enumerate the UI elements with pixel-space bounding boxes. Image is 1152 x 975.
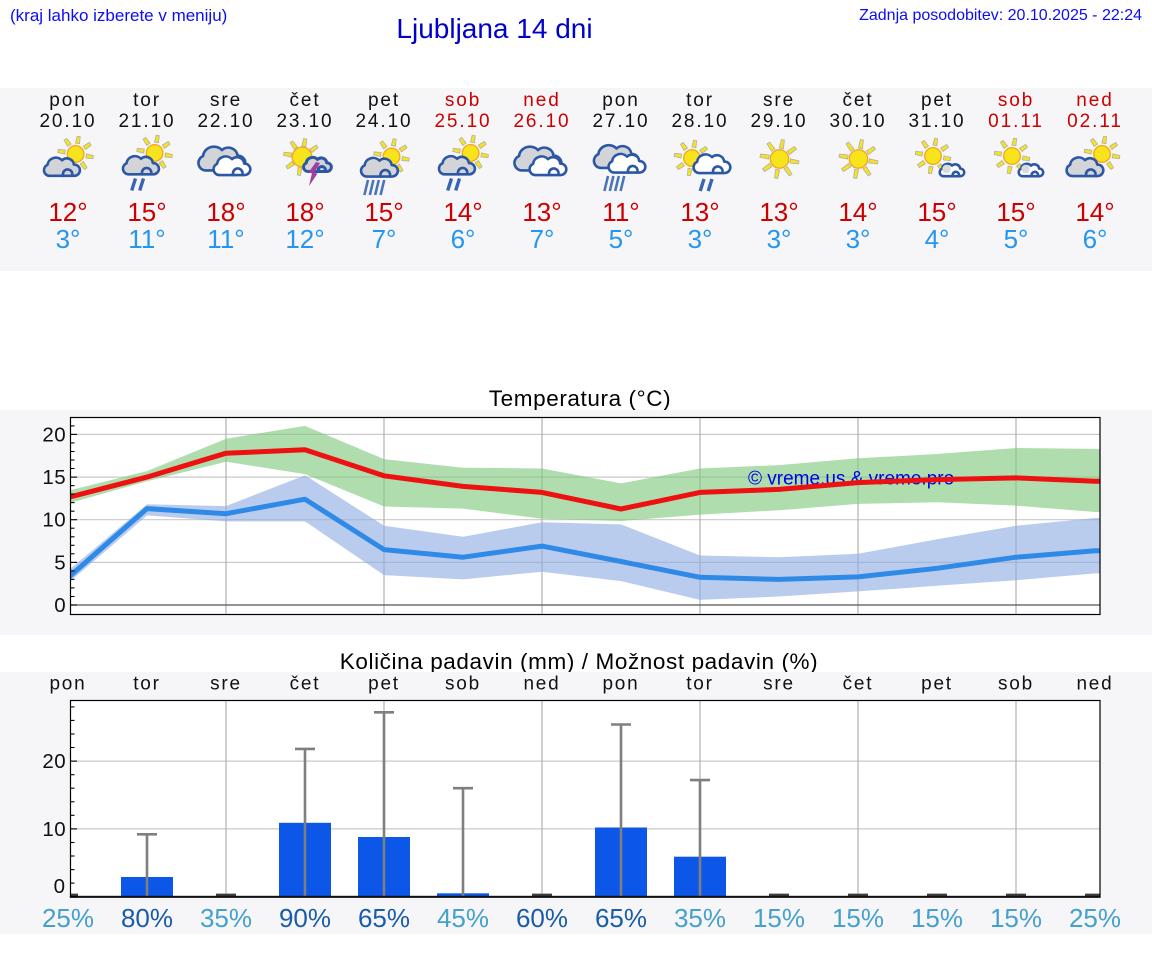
svg-text:sob: sob xyxy=(998,674,1034,695)
svg-text:5: 5 xyxy=(54,551,66,574)
svg-text:10: 10 xyxy=(42,509,66,532)
svg-text:sob: sob xyxy=(445,674,481,695)
svg-text:sre: sre xyxy=(763,674,795,695)
svg-text:tor: tor xyxy=(133,674,161,695)
svg-text:pet: pet xyxy=(921,674,953,695)
svg-text:15%: 15% xyxy=(990,903,1042,933)
svg-text:20: 20 xyxy=(42,750,66,773)
svg-text:10: 10 xyxy=(42,818,66,841)
svg-text:pon: pon xyxy=(602,674,639,695)
svg-text:25%: 25% xyxy=(1069,903,1121,933)
svg-text:15%: 15% xyxy=(832,903,884,933)
svg-text:35%: 35% xyxy=(200,903,252,933)
svg-text:25%: 25% xyxy=(42,903,94,933)
svg-text:45%: 45% xyxy=(437,903,489,933)
svg-text:90%: 90% xyxy=(279,903,331,933)
svg-text:15%: 15% xyxy=(911,903,963,933)
svg-text:60%: 60% xyxy=(516,903,568,933)
svg-text:ned: ned xyxy=(1076,674,1113,695)
svg-text:35%: 35% xyxy=(674,903,726,933)
svg-text:80%: 80% xyxy=(121,903,173,933)
svg-text:čet: čet xyxy=(290,674,321,695)
svg-text:65%: 65% xyxy=(595,903,647,933)
svg-text:ned: ned xyxy=(523,674,560,695)
svg-text:0: 0 xyxy=(54,875,65,898)
svg-text:65%: 65% xyxy=(358,903,410,933)
svg-text:20: 20 xyxy=(42,423,66,446)
svg-text:© vreme.us & vreme.pro: © vreme.us & vreme.pro xyxy=(748,469,954,490)
svg-text:čet: čet xyxy=(843,674,874,695)
svg-text:sre: sre xyxy=(210,674,242,695)
svg-text:pon: pon xyxy=(49,674,86,695)
svg-text:15: 15 xyxy=(42,466,66,489)
svg-text:tor: tor xyxy=(686,674,714,695)
svg-text:0: 0 xyxy=(54,594,66,617)
svg-text:pet: pet xyxy=(368,674,400,695)
svg-text:15%: 15% xyxy=(753,903,805,933)
